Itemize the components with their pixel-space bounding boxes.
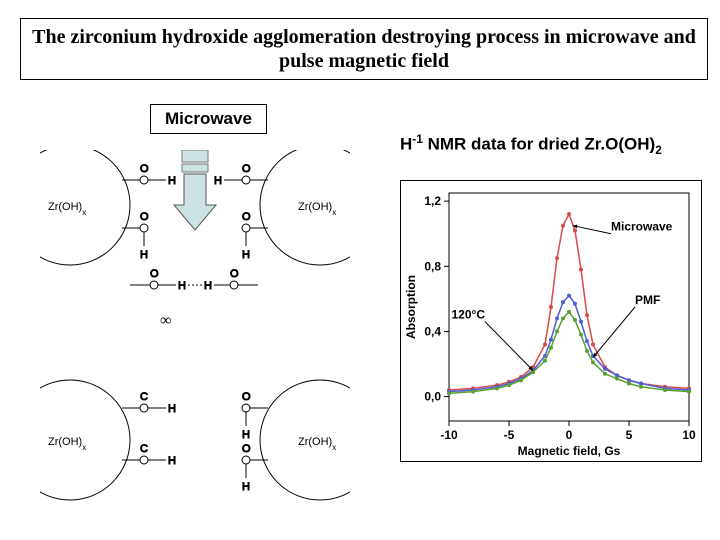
svg-text:O: O <box>140 163 149 175</box>
svg-text:Magnetic field, Gs: Magnetic field, Gs <box>518 444 621 458</box>
svg-text:120°C: 120°C <box>452 308 486 322</box>
svg-text:H: H <box>168 455 176 467</box>
svg-text:Microwave: Microwave <box>611 220 673 234</box>
svg-text:H: H <box>242 481 250 493</box>
molecular-diagram: Zr(OH)x Zr(OH)x Zr(OH)x Zr(OH)x O H O H … <box>40 150 350 510</box>
svg-text:Zr(OH)x: Zr(OH)x <box>48 436 86 452</box>
svg-text:5: 5 <box>626 428 633 442</box>
svg-text:C: C <box>140 391 148 403</box>
svg-text:Zr(OH)x: Zr(OH)x <box>298 436 336 452</box>
svg-text:H: H <box>168 403 176 415</box>
svg-text:Zr(OH)x: Zr(OH)x <box>298 201 336 217</box>
svg-text:Zr(OH)x: Zr(OH)x <box>48 201 86 217</box>
svg-text:O: O <box>242 443 251 455</box>
svg-text:-10: -10 <box>440 428 458 442</box>
svg-text:H: H <box>214 175 222 187</box>
svg-text:H: H <box>168 175 176 187</box>
svg-text:H: H <box>204 280 212 292</box>
svg-text:10: 10 <box>682 428 696 442</box>
svg-text:O: O <box>242 391 251 403</box>
page-title: The zirconium hydroxide agglomeration de… <box>20 18 708 80</box>
svg-text:-5: -5 <box>504 428 515 442</box>
svg-text:O: O <box>230 268 239 280</box>
svg-text:0: 0 <box>566 428 573 442</box>
svg-text:H: H <box>242 249 250 261</box>
svg-text:1,2: 1,2 <box>424 194 441 208</box>
svg-text:C: C <box>140 443 148 455</box>
svg-text:O: O <box>150 268 159 280</box>
svg-text:O: O <box>242 163 251 175</box>
svg-text:H: H <box>140 249 148 261</box>
svg-text:O: O <box>140 211 149 223</box>
nmr-chart: -10 -5 0 5 10 0,0 0,4 0,8 1,2 Magnetic field, Gs A… <box>400 180 702 462</box>
svg-text:Absorption: Absorption <box>404 275 418 339</box>
svg-text:∞: ∞ <box>160 312 171 329</box>
svg-text:0,0: 0,0 <box>424 390 441 404</box>
svg-text:H: H <box>242 429 250 441</box>
svg-text:0,4: 0,4 <box>424 324 441 338</box>
nmr-chart-title: H-1 NMR data for dried Zr.O(OH)2 <box>400 132 662 157</box>
svg-text:0,8: 0,8 <box>424 259 441 273</box>
microwave-label: Microwave <box>150 104 267 134</box>
svg-text:O: O <box>242 211 251 223</box>
svg-text:H: H <box>178 280 186 292</box>
svg-text:PMF: PMF <box>635 293 660 307</box>
